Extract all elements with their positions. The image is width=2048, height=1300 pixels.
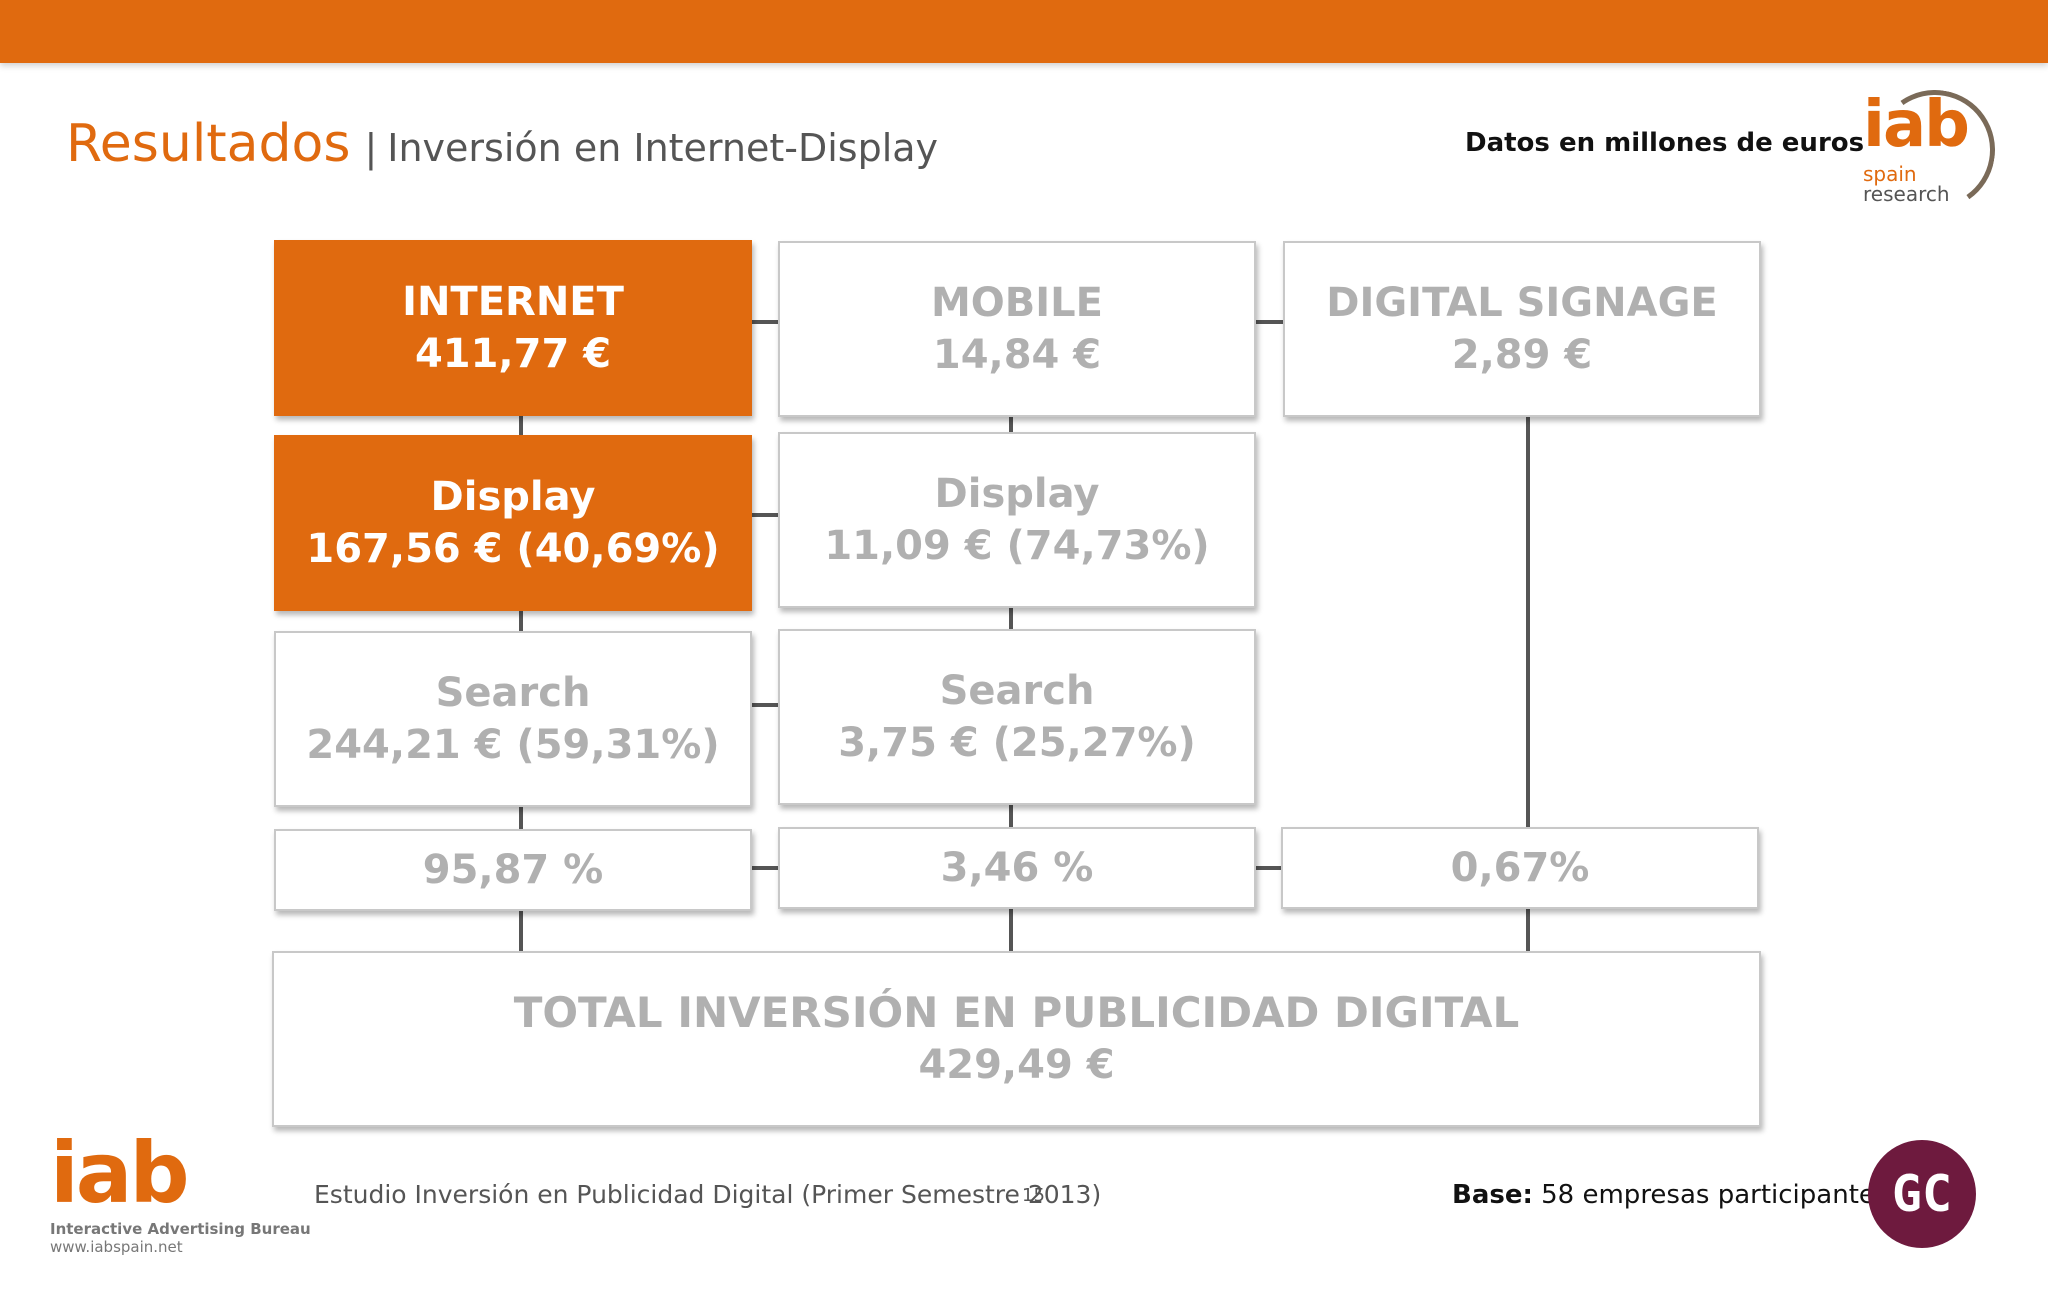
total-title: TOTAL INVERSIÓN EN PUBLICIDAD DIGITAL — [513, 988, 1520, 1037]
connector-line — [750, 320, 780, 324]
internet-display-value: 167,56 € (40,69%) — [306, 526, 720, 572]
logo-brand: iab — [1863, 88, 1970, 162]
internet-box: INTERNET 411,77 € — [274, 240, 752, 416]
digital-signage-box: DIGITAL SIGNAGE 2,89 € — [1283, 241, 1761, 417]
internet-display-label: Display — [430, 474, 596, 520]
connector-line — [750, 866, 780, 870]
digital-signage-share: 0,67% — [1450, 845, 1590, 891]
mobile-title: MOBILE — [931, 280, 1103, 326]
page-number: 15 — [1022, 1185, 1045, 1206]
base-note: Base: 58 empresas participantes — [1452, 1180, 1888, 1210]
title-subtitle: Inversión en Internet-Display — [387, 126, 939, 170]
logo-line2: research — [1863, 182, 1950, 206]
mobile-display-value: 11,09 € (74,73%) — [824, 523, 1210, 569]
footer-logo-line1: Interactive Advertising Bureau — [50, 1220, 311, 1238]
mobile-display-box: Display 11,09 € (74,73%) — [778, 432, 1256, 608]
title-separator: | — [364, 126, 378, 170]
logo-line1: spain — [1863, 162, 1917, 186]
internet-search-box: Search 244,21 € (59,31%) — [274, 631, 752, 807]
internet-search-label: Search — [435, 670, 591, 716]
total-value: 429,49 € — [918, 1042, 1115, 1088]
internet-share: 95,87 % — [422, 847, 604, 893]
base-label: Base: — [1452, 1180, 1533, 1210]
connector-line — [1255, 866, 1285, 870]
connector-line — [1526, 416, 1530, 956]
mobile-share-box: 3,46 % — [778, 827, 1256, 909]
mobile-search-box: Search 3,75 € (25,27%) — [778, 629, 1256, 805]
total-box: TOTAL INVERSIÓN EN PUBLICIDAD DIGITAL 42… — [272, 951, 1761, 1127]
base-text: 58 empresas participantes — [1532, 1180, 1889, 1210]
internet-search-value: 244,21 € (59,31%) — [306, 722, 720, 768]
internet-display-box: Display 167,56 € (40,69%) — [274, 435, 752, 611]
units-note: Datos en millones de euros — [1465, 128, 1865, 158]
digital-signage-share-box: 0,67% — [1281, 827, 1759, 909]
mobile-box: MOBILE 14,84 € — [778, 241, 1256, 417]
mobile-share: 3,46 % — [940, 845, 1094, 891]
iab-footer-logo: iab Interactive Advertising Bureau www.i… — [50, 1128, 311, 1256]
connector-line — [750, 703, 780, 707]
page-title: Resultados | Inversión en Internet-Display — [66, 114, 938, 174]
footer-logo-brand: iab — [50, 1124, 190, 1222]
connector-line — [1255, 320, 1285, 324]
digital-signage-title: DIGITAL SIGNAGE — [1326, 280, 1718, 326]
connector-line — [750, 513, 780, 517]
internet-share-box: 95,87 % — [274, 829, 752, 911]
gc-partner-logo: GC — [1868, 1140, 1976, 1248]
footer-logo-line2: www.iabspain.net — [50, 1238, 183, 1256]
iab-spain-research-logo: iab spain research — [1855, 80, 2005, 220]
internet-value: 411,77 € — [414, 331, 612, 377]
mobile-search-label: Search — [939, 668, 1095, 714]
study-title: Estudio Inversión en Publicidad Digital … — [314, 1180, 1102, 1209]
internet-title: INTERNET — [402, 279, 624, 325]
mobile-value: 14,84 € — [932, 332, 1102, 378]
title-main: Resultados — [66, 114, 351, 174]
digital-signage-value: 2,89 € — [1451, 332, 1593, 378]
top-banner — [0, 0, 2048, 63]
mobile-display-label: Display — [934, 471, 1100, 517]
mobile-search-value: 3,75 € (25,27%) — [838, 720, 1196, 766]
